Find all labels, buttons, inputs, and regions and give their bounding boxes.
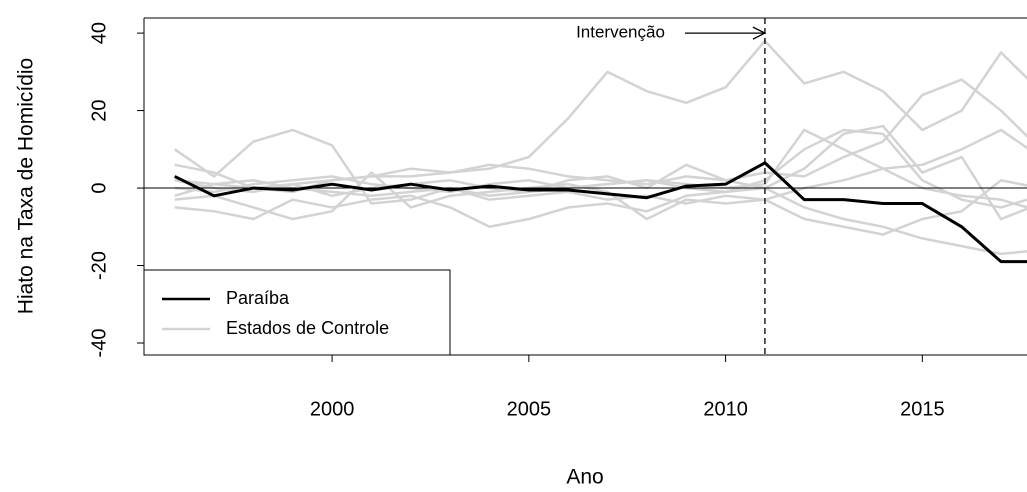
y-tick-label: 20	[88, 99, 110, 121]
legend-label: Estados de Controle	[226, 318, 389, 338]
x-tick-label: 2010	[703, 398, 748, 420]
x-axis-title: Ano	[566, 466, 603, 489]
y-tick-label: -40	[88, 329, 110, 358]
control-line	[173, 128, 1027, 209]
control-line	[174, 78, 1027, 194]
y-tick-label: 40	[88, 22, 110, 44]
legend-box	[143, 269, 451, 356]
arrow-head	[752, 26, 767, 40]
control-line	[174, 128, 1027, 209]
annotation-text: Intervenção	[576, 23, 665, 42]
control-line	[174, 124, 1027, 221]
y-tick-label: 0	[88, 182, 110, 193]
control-line	[174, 128, 1027, 221]
legend-label: Paraíba	[226, 288, 290, 308]
x-tick-label: 2005	[507, 398, 552, 420]
y-axis-title: Hiato na Taxa de Homicídio	[15, 58, 38, 314]
control-line	[174, 39, 1027, 190]
series-line	[174, 161, 1027, 264]
control-line	[174, 179, 1027, 236]
x-tick-label: 2015	[900, 398, 945, 420]
y-tick-label: -20	[88, 251, 110, 280]
x-tick-label: 2000	[310, 398, 355, 420]
